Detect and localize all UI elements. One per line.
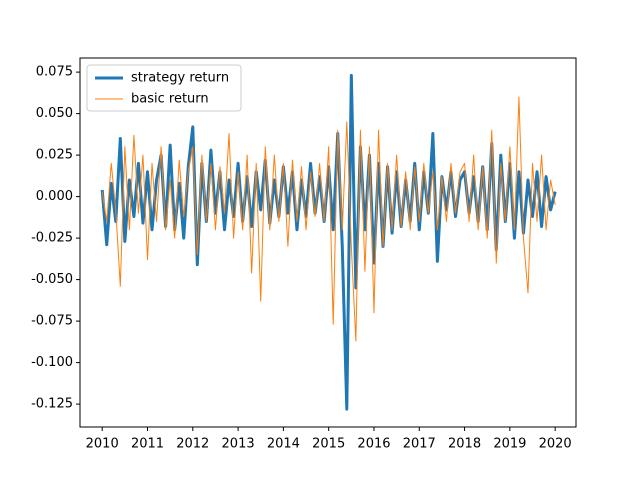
x-tick-label: 2017 (403, 437, 436, 452)
x-tick-label: 2019 (493, 437, 526, 452)
x-tick-label: 2015 (312, 437, 345, 452)
x-tick-label: 2016 (357, 437, 390, 452)
y-tick-label: 0.075 (36, 65, 73, 80)
y-tick-label: -0.125 (31, 397, 73, 412)
legend-label: strategy return (131, 71, 229, 86)
series-line (101, 96, 556, 342)
plot-frame (79, 57, 577, 428)
legend-box (86, 64, 242, 112)
x-tick-label: 2011 (131, 437, 164, 452)
y-tick-label: -0.050 (31, 272, 73, 287)
legend-label: basic return (131, 92, 209, 107)
x-tick-label: 2010 (86, 437, 119, 452)
y-tick-label: -0.025 (31, 231, 73, 246)
y-tick-label: 0.000 (36, 189, 73, 204)
x-tick-label: 2014 (267, 437, 300, 452)
x-tick-label: 2018 (448, 437, 481, 452)
y-tick-label: 0.025 (36, 148, 73, 163)
x-tick-label: 2012 (176, 437, 209, 452)
y-tick-label: -0.075 (31, 314, 73, 329)
y-tick-label: 0.050 (36, 106, 73, 121)
y-tick-label: -0.100 (31, 355, 73, 370)
x-tick-label: 2013 (222, 437, 255, 452)
x-tick-label: 2020 (539, 437, 572, 452)
